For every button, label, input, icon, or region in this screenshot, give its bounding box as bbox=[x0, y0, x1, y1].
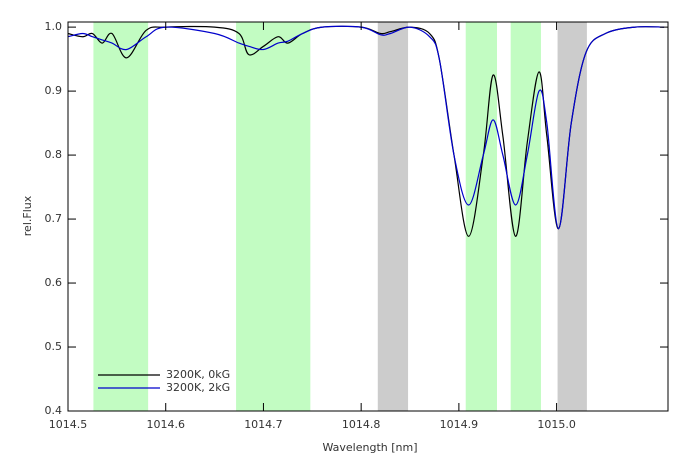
legend-label: 3200K, 2kG bbox=[166, 381, 230, 394]
band bbox=[557, 22, 587, 411]
y-tick-label: 0.8 bbox=[45, 148, 63, 161]
series-line bbox=[67, 25, 665, 230]
x-tick-label: 1014.8 bbox=[342, 418, 381, 431]
y-tick-label: 1.0 bbox=[45, 20, 63, 33]
x-tick-label: 1014.6 bbox=[146, 418, 185, 431]
y-tick-label: 0.7 bbox=[45, 212, 63, 225]
y-axis-label: rel.Flux bbox=[21, 195, 34, 236]
y-tick-label: 0.4 bbox=[45, 404, 63, 417]
y-tick-label: 0.9 bbox=[45, 84, 63, 97]
band bbox=[236, 22, 311, 411]
x-tick-label: 1014.7 bbox=[244, 418, 283, 431]
ticks: 1014.5 1014.6 1014.7 1014.8 1014.9 1015.0 0.4 0… bbox=[45, 20, 668, 431]
y-tick-label: 0.5 bbox=[45, 340, 63, 353]
x-tick-label: 1014.5 bbox=[49, 418, 88, 431]
lines bbox=[67, 25, 665, 237]
band bbox=[93, 22, 149, 411]
x-tick-label: 1014.9 bbox=[440, 418, 479, 431]
band bbox=[377, 22, 409, 411]
bands bbox=[93, 22, 587, 411]
plot-frame bbox=[67, 21, 669, 412]
y-tick-label: 0.6 bbox=[45, 276, 63, 289]
x-axis-label: Wavelength [nm] bbox=[322, 441, 417, 454]
legend-label: 3200K, 0kG bbox=[166, 368, 230, 381]
band bbox=[510, 22, 541, 411]
x-tick-label: 1015.0 bbox=[537, 418, 576, 431]
band bbox=[465, 22, 497, 411]
